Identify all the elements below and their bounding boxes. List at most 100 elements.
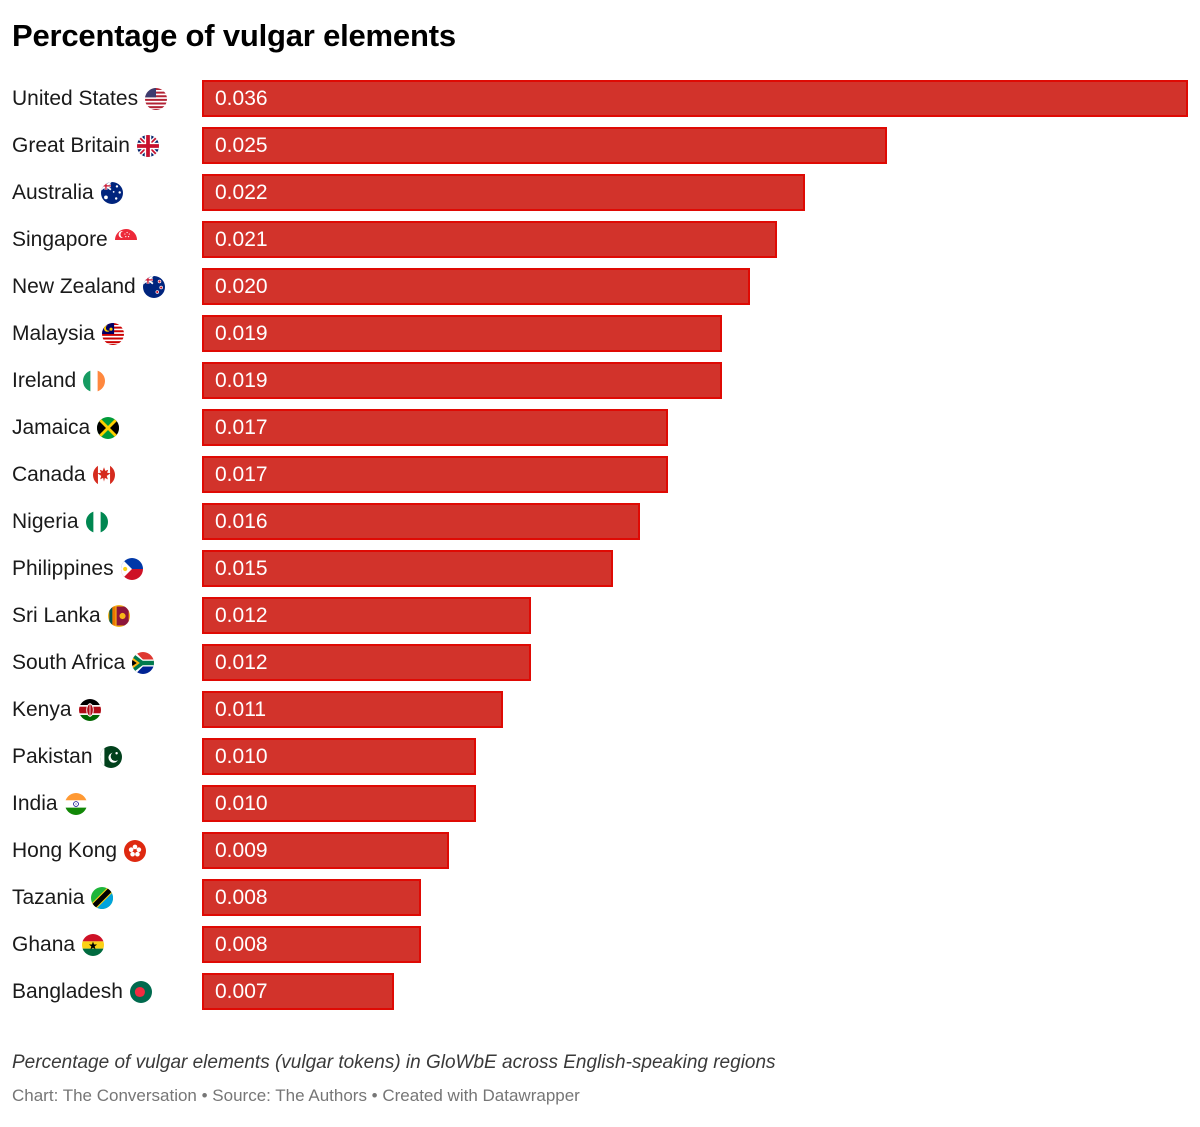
- sg-flag-icon: [114, 228, 137, 251]
- bar: 0.007: [202, 973, 394, 1010]
- row-label: Pakistan: [12, 745, 202, 769]
- bar-row: Kenya 0.011: [12, 691, 1188, 728]
- bar-row: Jamaica 0.017: [12, 409, 1188, 446]
- bar-track: 0.017: [202, 456, 1188, 493]
- country-label: Philippines: [12, 556, 114, 580]
- country-label: Bangladesh: [12, 979, 123, 1003]
- bar-row: Nigeria 0.016: [12, 503, 1188, 540]
- row-label: Ireland: [12, 369, 202, 393]
- bar-track: 0.008: [202, 926, 1188, 963]
- bar: 0.010: [202, 785, 476, 822]
- bar-row: Sri Lanka 0.012: [12, 597, 1188, 634]
- row-label: Singapore: [12, 228, 202, 252]
- bar-value-label: 0.019: [215, 368, 268, 392]
- ca-flag-icon: [92, 463, 115, 486]
- bar-row: South Africa 0.012: [12, 644, 1188, 681]
- bar-track: 0.007: [202, 973, 1188, 1010]
- bar-row: Malaysia 0.019: [12, 315, 1188, 352]
- chart-title: Percentage of vulgar elements: [12, 18, 456, 53]
- bar-value-label: 0.007: [215, 979, 268, 1003]
- lk-flag-icon: [107, 604, 130, 627]
- bar-track: 0.015: [202, 550, 1188, 587]
- country-label: New Zealand: [12, 274, 136, 298]
- bar-track: 0.019: [202, 315, 1188, 352]
- bar-row: Philippines 0.015: [12, 550, 1188, 587]
- row-label: Malaysia: [12, 322, 202, 346]
- row-label: Sri Lanka: [12, 604, 202, 628]
- bar-track: 0.011: [202, 691, 1188, 728]
- bar: 0.011: [202, 691, 504, 728]
- hk-flag-icon: [124, 839, 147, 862]
- bar: 0.008: [202, 879, 422, 916]
- row-label: India: [12, 792, 202, 816]
- bar: 0.012: [202, 644, 531, 681]
- bar-chart: United States 0.036 Great Britain 0.025 Aust…: [12, 80, 1188, 1010]
- bar-row: Ireland 0.019: [12, 362, 1188, 399]
- bar-track: 0.020: [202, 268, 1188, 305]
- bar: 0.012: [202, 597, 531, 634]
- bd-flag-icon: [129, 980, 152, 1003]
- bar-value-label: 0.021: [215, 227, 268, 251]
- bar-row: Ghana 0.008: [12, 926, 1188, 963]
- bar-value-label: 0.012: [215, 603, 268, 627]
- bar-track: 0.010: [202, 738, 1188, 775]
- bar-track: 0.010: [202, 785, 1188, 822]
- bar-value-label: 0.010: [215, 791, 268, 815]
- bar-track: 0.016: [202, 503, 1188, 540]
- bar: 0.016: [202, 503, 641, 540]
- jm-flag-icon: [97, 416, 120, 439]
- bar-value-label: 0.010: [215, 744, 268, 768]
- row-label: Jamaica: [12, 416, 202, 440]
- bar-value-label: 0.020: [215, 274, 268, 298]
- bar: 0.008: [202, 926, 422, 963]
- bar-row: United States 0.036: [12, 80, 1188, 117]
- us-flag-icon: [145, 87, 168, 110]
- gb-flag-icon: [136, 134, 159, 157]
- za-flag-icon: [132, 651, 155, 674]
- bar-track: 0.019: [202, 362, 1188, 399]
- row-label: Australia: [12, 181, 202, 205]
- bar-row: Singapore 0.021: [12, 221, 1188, 258]
- country-label: India: [12, 791, 58, 815]
- bar: 0.019: [202, 362, 723, 399]
- country-label: Nigeria: [12, 509, 79, 533]
- bar-value-label: 0.016: [215, 509, 268, 533]
- pk-flag-icon: [99, 745, 122, 768]
- country-label: Australia: [12, 180, 94, 204]
- au-flag-icon: [100, 181, 123, 204]
- bar: 0.021: [202, 221, 778, 258]
- bar-value-label: 0.008: [215, 932, 268, 956]
- country-label: South Africa: [12, 650, 126, 674]
- bar-track: 0.008: [202, 879, 1188, 916]
- in-flag-icon: [64, 792, 87, 815]
- bar-row: Tazania 0.008: [12, 879, 1188, 916]
- bar-value-label: 0.011: [215, 697, 266, 721]
- country-label: Pakistan: [12, 744, 93, 768]
- bar-track: 0.036: [202, 80, 1188, 117]
- row-label: Philippines: [12, 557, 202, 581]
- bar: 0.017: [202, 456, 668, 493]
- bar-row: Australia 0.022: [12, 174, 1188, 211]
- country-label: Hong Kong: [12, 838, 118, 862]
- row-label: Canada: [12, 463, 202, 487]
- chart-caption: Percentage of vulgar elements (vulgar to…: [12, 1052, 776, 1073]
- country-label: Malaysia: [12, 321, 95, 345]
- bar-row: Hong Kong 0.009: [12, 832, 1188, 869]
- country-label: Ghana: [12, 932, 76, 956]
- country-label: United States: [12, 86, 139, 110]
- bar-track: 0.012: [202, 644, 1188, 681]
- row-label: Kenya: [12, 698, 202, 722]
- country-label: Tazania: [12, 885, 85, 909]
- bar-track: 0.009: [202, 832, 1188, 869]
- ph-flag-icon: [120, 557, 143, 580]
- bar-track: 0.022: [202, 174, 1188, 211]
- bar-row: Great Britain 0.025: [12, 127, 1188, 164]
- country-label: Sri Lanka: [12, 603, 101, 627]
- ke-flag-icon: [78, 698, 101, 721]
- row-label: Nigeria: [12, 510, 202, 534]
- bar-value-label: 0.017: [215, 415, 268, 439]
- country-label: Kenya: [12, 697, 72, 721]
- country-label: Ireland: [12, 368, 77, 392]
- bar-value-label: 0.022: [215, 180, 268, 204]
